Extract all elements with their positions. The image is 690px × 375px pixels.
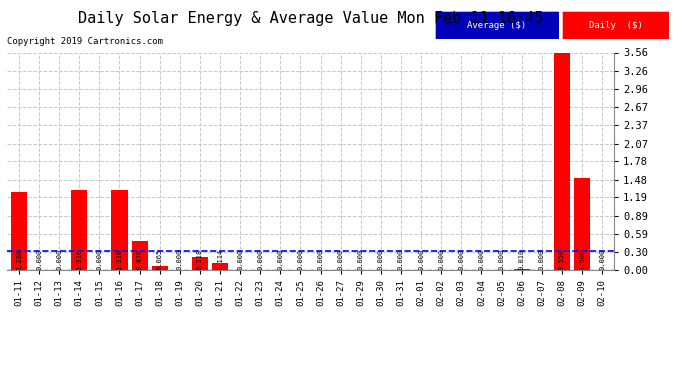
- Text: 0.000: 0.000: [458, 249, 464, 270]
- Text: 1.280: 1.280: [16, 249, 22, 270]
- Text: Average ($): Average ($): [467, 21, 526, 30]
- Text: Daily Solar Energy & Average Value Mon Feb 11 16:45: Daily Solar Energy & Average Value Mon F…: [78, 11, 543, 26]
- Text: 0.000: 0.000: [257, 249, 264, 270]
- Bar: [71, 190, 88, 270]
- Text: 0.000: 0.000: [277, 249, 284, 270]
- Text: 0.010: 0.010: [519, 249, 524, 270]
- Text: 0.000: 0.000: [378, 249, 384, 270]
- Text: 1.508: 1.508: [579, 249, 585, 270]
- Bar: [152, 266, 168, 270]
- Text: 1.310: 1.310: [77, 249, 82, 270]
- Bar: [513, 269, 530, 270]
- Text: 1.310: 1.310: [117, 249, 123, 270]
- Bar: [192, 256, 208, 270]
- Bar: [11, 192, 27, 270]
- Text: 0.000: 0.000: [498, 249, 504, 270]
- Text: 0.470: 0.470: [137, 249, 143, 270]
- Text: Copyright 2019 Cartronics.com: Copyright 2019 Cartronics.com: [7, 38, 163, 46]
- Text: 0.000: 0.000: [36, 249, 42, 270]
- Text: 0.000: 0.000: [478, 249, 484, 270]
- Bar: [212, 263, 228, 270]
- Text: 0.000: 0.000: [317, 249, 324, 270]
- Text: 3.550: 3.550: [559, 249, 565, 270]
- Text: 0.065: 0.065: [157, 249, 163, 270]
- Bar: [132, 241, 148, 270]
- Text: 0.000: 0.000: [237, 249, 243, 270]
- Bar: [554, 53, 570, 270]
- Bar: [112, 190, 128, 270]
- Text: 0.000: 0.000: [599, 249, 605, 270]
- Text: 0.000: 0.000: [177, 249, 183, 270]
- Text: 0.114: 0.114: [217, 249, 223, 270]
- Text: 0.000: 0.000: [539, 249, 544, 270]
- Text: 0.000: 0.000: [97, 249, 102, 270]
- Text: 0.000: 0.000: [56, 249, 62, 270]
- Bar: [574, 178, 590, 270]
- Text: 0.000: 0.000: [357, 249, 364, 270]
- Text: 0.000: 0.000: [337, 249, 344, 270]
- Text: 0.218: 0.218: [197, 249, 203, 270]
- Text: 0.000: 0.000: [438, 249, 444, 270]
- Text: 0.000: 0.000: [398, 249, 404, 270]
- Text: Daily  ($): Daily ($): [589, 21, 642, 30]
- Text: 0.000: 0.000: [418, 249, 424, 270]
- Text: 0.000: 0.000: [297, 249, 304, 270]
